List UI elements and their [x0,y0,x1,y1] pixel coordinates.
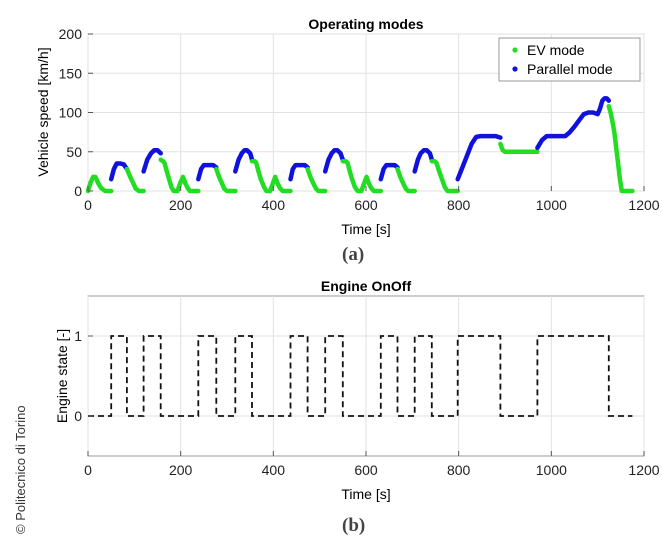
x-tick-label-b: 400 [262,462,286,478]
chart-title-a: Operating modes [308,16,423,32]
y-axis-label-b: Engine state [-] [54,329,70,423]
series-a [85,96,635,194]
series-line-parallel-3 [141,147,163,174]
series-line-ev-4 [158,157,201,194]
y-tick-label-a: 150 [59,65,83,81]
panel-label-a: (a) [342,244,365,265]
legend: EV mode Parallel mode [498,37,641,82]
y-tick-label-a: 50 [66,144,82,160]
x-tick-label-a: 600 [354,197,378,213]
y-tick-label-a: 0 [74,183,82,199]
ticks-b: 0 200 400 600 800 1000 1200 0 1 [74,328,660,478]
copyright-text: © Politecnico di Torino [13,405,28,534]
series-line-ev-2 [124,166,146,194]
x-tick-label-b: 200 [169,462,193,478]
x-tick-label-b: 800 [447,462,471,478]
series-line-parallel-19 [535,96,612,151]
series-line-parallel-11 [322,147,346,174]
y-tick-label-a: 200 [59,26,83,42]
series-line-parallel-5 [196,162,219,182]
series-line-parallel-9 [288,162,310,182]
x-tick-label-a: 200 [169,197,193,213]
y-axis-label-a: Vehicle speed [km/h] [35,47,51,176]
x-tick-label-a: 1200 [628,197,659,213]
chart-operating-modes: 0 200 400 600 800 1000 1200 0 50 100 150 200 Operat… [35,16,660,237]
series-line-ev-10 [305,166,328,194]
x-axis-label-a: Time [s] [341,221,390,237]
x-tick-label-a: 1000 [536,197,567,213]
series-line-ev-16 [429,158,460,194]
series-line-ev-12 [340,158,384,194]
legend-label-ev: EV mode [527,42,585,58]
series-line-parallel-7 [233,147,255,174]
x-tick-label-b: 1000 [536,462,567,478]
ticks-a: 0 200 400 600 800 1000 1200 0 50 100 150 200 [59,26,660,213]
series-line-parallel-15 [412,147,435,174]
panel-label-b: (b) [342,515,366,536]
chart-engine-onoff: 0 200 400 600 800 1000 1200 0 1 Engine OnOff Tim… [54,278,660,502]
x-tick-label-a: 800 [447,197,471,213]
series-line-parallel-13 [378,162,400,182]
x-tick-label-b: 600 [354,462,378,478]
legend-marker-ev [512,47,518,53]
chart-title-b: Engine OnOff [321,278,412,294]
legend-box [498,37,641,82]
x-axis-label-b: Time [s] [341,486,390,502]
legend-marker-parallel [512,66,518,72]
series-line-ev-8 [249,158,293,194]
series-line-ev-0 [85,174,114,194]
legend-label-parallel: Parallel mode [527,61,613,77]
series-line-ev-20 [606,103,635,194]
y-tick-label-b: 1 [74,328,82,344]
x-tick-label-a: 0 [84,197,92,213]
series-line-parallel-17 [455,133,503,182]
series-line-parallel-1 [108,161,130,182]
x-tick-label-a: 400 [262,197,286,213]
y-tick-label-a: 100 [59,105,83,121]
x-tick-label-b: 0 [84,462,92,478]
series-line-ev-18 [498,141,540,155]
x-tick-label-b: 1200 [628,462,659,478]
series-line-ev-6 [214,166,238,194]
series-line-ev-14 [395,166,417,194]
y-tick-label-b: 0 [74,408,82,424]
grid-a [87,33,645,192]
